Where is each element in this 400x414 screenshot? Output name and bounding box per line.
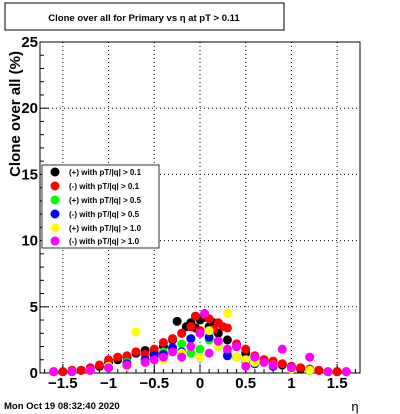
data-point <box>131 347 141 357</box>
data-point <box>286 363 296 373</box>
data-point <box>250 352 260 362</box>
data-point <box>168 334 178 344</box>
data-point <box>58 367 68 377</box>
y-tick-labels: 0 5 10 15 20 25 <box>21 34 38 382</box>
data-point <box>296 363 306 373</box>
data-point <box>314 365 324 375</box>
legend-entry-3: (-) with pT/|q| > 0.5 <box>69 210 140 219</box>
data-point <box>204 326 214 336</box>
data-point <box>85 365 95 375</box>
legend-entry-1: (-) with pT/|q| > 0.1 <box>69 182 140 191</box>
series-5 <box>49 308 351 377</box>
data-point <box>186 342 196 352</box>
data-point <box>195 352 205 362</box>
data-point <box>204 348 214 358</box>
data-point <box>195 328 205 338</box>
y-tick-label: 0 <box>30 365 38 382</box>
data-point <box>341 367 351 377</box>
data-point <box>195 344 205 354</box>
data-points <box>49 308 351 377</box>
title-box <box>4 2 285 31</box>
data-point <box>104 363 114 373</box>
data-point <box>186 348 196 358</box>
data-point <box>122 360 132 370</box>
data-point <box>241 344 251 354</box>
data-point <box>190 311 200 321</box>
x-tick-label: −0.5 <box>139 375 169 392</box>
x-tick-label: 1 <box>287 375 295 392</box>
y-tick-label: 5 <box>30 299 38 316</box>
legend-marker-4 <box>50 223 60 233</box>
data-point <box>158 352 168 362</box>
data-point <box>204 332 214 342</box>
x-tick-label: −1 <box>100 375 117 392</box>
data-point <box>131 327 141 337</box>
data-point <box>305 365 315 375</box>
data-point <box>49 367 59 377</box>
x-tick-label: −1.5 <box>48 375 78 392</box>
data-point <box>200 308 210 318</box>
data-point <box>259 357 269 367</box>
data-point <box>149 344 159 354</box>
data-point <box>67 367 77 377</box>
data-point <box>222 323 232 333</box>
chart-title: Clone over all for Primary vs η at pT > … <box>48 13 240 24</box>
data-point <box>241 361 251 371</box>
data-point <box>277 344 287 354</box>
data-point <box>241 355 251 365</box>
data-point <box>177 328 187 338</box>
legend-entry-4: (+) with pT/|q| > 1.0 <box>69 224 142 233</box>
data-point <box>168 347 178 357</box>
legend-marker-2 <box>50 195 60 205</box>
legend-marker-5 <box>50 236 60 246</box>
y-tick-label: 20 <box>21 100 38 117</box>
data-point <box>277 359 287 369</box>
x-tick-labels: −1.5 −1 −0.5 0 0.5 1 1.5 <box>48 375 348 392</box>
data-point <box>122 351 132 361</box>
data-point <box>158 338 168 348</box>
x-tick-label: 0 <box>196 375 204 392</box>
data-point <box>177 352 187 362</box>
data-point <box>222 335 232 345</box>
data-point <box>222 308 232 318</box>
data-point <box>186 334 196 344</box>
data-point <box>222 344 232 354</box>
data-point <box>186 322 196 332</box>
data-point <box>232 352 242 362</box>
data-point <box>76 365 86 375</box>
data-point <box>172 316 182 326</box>
data-point <box>177 339 187 349</box>
data-point <box>268 360 278 370</box>
y-tick-label: 15 <box>21 166 38 183</box>
legend-marker-0 <box>50 167 60 177</box>
legend-entry-0: (+) with pT/|q| > 0.1 <box>69 168 142 177</box>
timestamp: Mon Oct 19 08:32:40 2020 <box>4 401 120 412</box>
legend-marker-3 <box>50 209 60 219</box>
data-point <box>94 360 104 370</box>
y-axis-label: Clone over all (%) <box>7 51 24 177</box>
legend-entry-5: (-) with pT/|q| > 1.0 <box>69 237 140 246</box>
x-axis-label: η <box>351 399 358 414</box>
data-point <box>113 352 123 362</box>
y-tick-label: 25 <box>21 34 38 51</box>
legend: (+) with pT/|q| > 0.1 (-) with pT/|q| > … <box>41 164 160 249</box>
y-tick-label: 10 <box>21 233 38 250</box>
legend-entry-2: (+) with pT/|q| > 0.5 <box>69 196 142 205</box>
data-point <box>213 336 223 346</box>
x-tick-label: 1.5 <box>327 375 348 392</box>
legend-box <box>41 164 160 249</box>
data-point <box>232 342 242 352</box>
data-point <box>323 367 333 377</box>
data-point <box>104 355 114 365</box>
data-point <box>305 352 315 362</box>
data-point <box>149 355 159 365</box>
data-point <box>332 367 342 377</box>
data-point <box>140 357 150 367</box>
x-tick-label: 0.5 <box>235 375 256 392</box>
legend-marker-1 <box>50 181 60 191</box>
data-point <box>222 351 232 361</box>
